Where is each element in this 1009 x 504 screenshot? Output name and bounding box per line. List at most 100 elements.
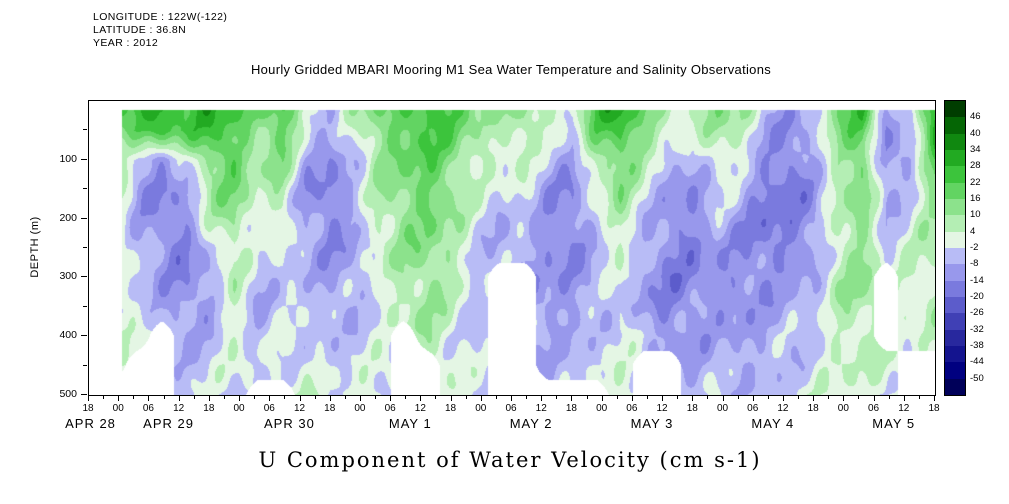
x-minor-tick-mark xyxy=(284,396,286,399)
y-minor-tick-mark xyxy=(83,188,87,190)
x-tick-mark xyxy=(269,396,271,401)
x-tick-mark xyxy=(571,396,573,401)
x-tick-mark xyxy=(782,396,784,401)
x-minor-tick-mark xyxy=(918,396,920,399)
x-tick-mark xyxy=(903,396,905,401)
x-tick-mark xyxy=(511,396,512,401)
x-tick-mark xyxy=(843,396,845,401)
x-tick-mark xyxy=(450,396,452,401)
colorbar-tick-label: -44 xyxy=(970,356,984,368)
x-tick-mark xyxy=(420,396,422,401)
colorbar-cell xyxy=(945,215,965,233)
colorbar-cell xyxy=(945,133,965,151)
colorbar-cell xyxy=(945,166,965,184)
x-tick-mark xyxy=(329,396,331,401)
x-hour-tick-label: 18 xyxy=(807,403,819,414)
x-minor-tick-mark xyxy=(133,396,135,399)
x-hour-tick-label: 00 xyxy=(112,403,124,414)
colorbar-tick-label: -2 xyxy=(970,242,979,253)
y-tick-label: 500 xyxy=(59,388,77,400)
colorbar-cell xyxy=(945,346,965,363)
x-hour-tick-label: 00 xyxy=(354,403,366,414)
y-tick-mark xyxy=(81,335,87,337)
colorbar-tick-label: 34 xyxy=(970,144,981,155)
x-tick-mark xyxy=(541,396,543,401)
x-minor-tick-mark xyxy=(616,396,618,399)
x-date-label: MAY 2 xyxy=(509,416,553,431)
x-hour-tick-label: 12 xyxy=(656,403,668,414)
x-hour-tick-label: 06 xyxy=(263,403,275,414)
colorbar-tick-label: 46 xyxy=(970,111,981,123)
x-hour-tick-label: 12 xyxy=(777,403,789,414)
x-minor-tick-mark xyxy=(344,396,346,399)
x-hour-tick-label: 18 xyxy=(203,403,215,414)
x-date-label: APR 28 xyxy=(65,416,116,431)
y-tick-label: 300 xyxy=(59,270,77,283)
plot-title: Hourly Gridded MBARI Mooring M1 Sea Wate… xyxy=(250,62,772,77)
x-tick-mark xyxy=(88,396,89,401)
x-minor-tick-mark xyxy=(798,396,800,399)
y-tick-mark xyxy=(81,217,87,219)
colorbar-cell xyxy=(945,280,965,298)
x-tick-mark xyxy=(359,396,361,401)
x-tick-mark xyxy=(722,396,724,401)
colorbar-tick-label: -26 xyxy=(970,307,984,319)
colorbar-cell xyxy=(945,313,965,331)
x-hour-tick-label: 12 xyxy=(293,403,306,414)
x-tick-mark xyxy=(390,396,392,401)
colorbar-tick-label: -8 xyxy=(970,258,979,270)
colorbar-cell xyxy=(945,378,965,396)
x-minor-tick-mark xyxy=(103,396,105,399)
x-minor-tick-mark xyxy=(858,396,860,399)
colorbar-cell xyxy=(945,101,965,118)
x-minor-tick-mark xyxy=(677,396,679,399)
x-tick-mark xyxy=(601,396,603,401)
x-minor-tick-mark xyxy=(707,396,709,399)
colorbar-tick-label: -14 xyxy=(970,274,984,286)
y-tick-label: 400 xyxy=(59,329,77,342)
x-minor-tick-mark xyxy=(163,396,165,399)
colorbar-cell xyxy=(945,182,965,200)
x-tick-mark xyxy=(148,396,150,401)
x-hour-tick-label: 00 xyxy=(716,403,729,414)
x-hour-tick-label: 06 xyxy=(505,403,517,414)
x-minor-tick-mark xyxy=(737,396,739,399)
y-minor-tick-mark xyxy=(83,247,87,248)
x-date-label: APR 30 xyxy=(264,416,315,431)
x-tick-mark xyxy=(662,396,664,401)
x-tick-mark xyxy=(934,396,935,401)
x-minor-tick-mark xyxy=(193,396,195,399)
x-hour-tick-label: 00 xyxy=(475,403,487,414)
x-minor-tick-mark xyxy=(767,396,769,399)
x-tick-mark xyxy=(813,396,815,401)
x-tick-mark xyxy=(178,396,180,401)
x-tick-mark xyxy=(752,396,754,401)
colorbar-cell xyxy=(945,297,965,314)
colorbar-tick-label: 10 xyxy=(970,209,981,221)
x-tick-mark xyxy=(873,396,875,401)
colorbar-tick-label: 22 xyxy=(970,176,981,188)
y-tick-label: 100 xyxy=(59,152,77,165)
x-hour-tick-label: 06 xyxy=(384,403,396,414)
x-hour-tick-label: 06 xyxy=(626,403,638,414)
longitude-label: LONGITUDE : 122W(-122) xyxy=(93,11,228,23)
y-minor-tick-mark xyxy=(83,129,87,131)
x-minor-tick-mark xyxy=(556,396,558,399)
colorbar-cell xyxy=(945,329,965,347)
colorbar-tick-label: -32 xyxy=(970,323,984,335)
x-date-label: MAY 1 xyxy=(388,416,432,431)
colorbar-tick-label: -50 xyxy=(970,372,984,384)
x-hour-tick-label: 12 xyxy=(414,403,426,414)
x-tick-mark xyxy=(631,396,633,401)
x-tick-mark xyxy=(692,396,694,401)
x-minor-tick-mark xyxy=(435,396,437,399)
x-date-label: MAY 4 xyxy=(751,416,795,431)
x-hour-tick-label: 00 xyxy=(233,403,245,414)
colorbar-tick-label: 28 xyxy=(970,160,981,172)
x-minor-tick-mark xyxy=(405,396,407,399)
colorbar-tick-label: -38 xyxy=(970,340,984,351)
x-hour-tick-label: 18 xyxy=(928,403,940,414)
x-hour-tick-label: 00 xyxy=(837,403,849,414)
y-minor-tick-mark xyxy=(83,364,87,366)
